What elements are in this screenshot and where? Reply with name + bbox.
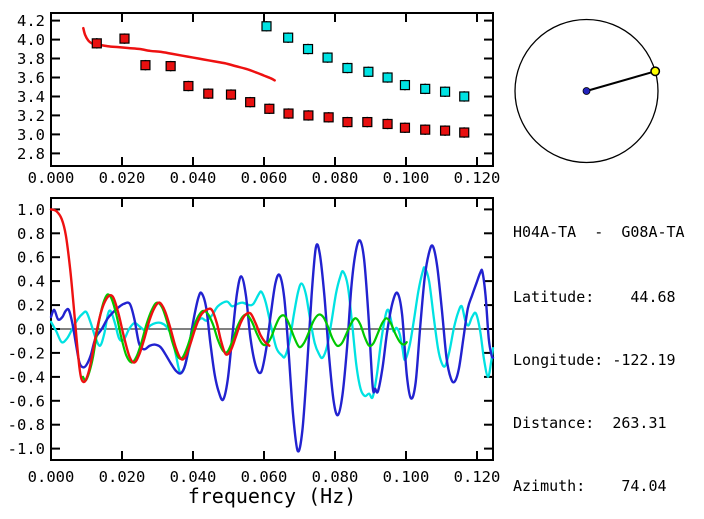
x-tick-label: 0.040 [170,169,217,187]
azimuth-diagram [514,18,661,164]
y-tick-label: -1.0 [8,440,45,458]
station-info-longitude: Longitude: -122.19 [513,351,676,369]
velocity-point[interactable] [283,32,294,43]
velocity-point[interactable] [420,83,431,94]
x-tick-label: 0.060 [241,169,288,187]
station-info: H04A-TA - G08A-TA Latitude: 44.68 Longit… [513,180,685,519]
velocity-point[interactable] [91,38,102,49]
velocity-point[interactable] [140,60,151,71]
velocity-point[interactable] [302,43,314,55]
x-tick-label: 0.120 [454,468,501,486]
velocity-point[interactable] [342,62,353,74]
cyan-trace [49,266,495,400]
velocity-point[interactable] [264,103,275,114]
x-tick-label: 0.100 [383,468,430,486]
y-tick-label: 0.8 [17,225,45,243]
y-tick-label: 0.6 [17,249,45,267]
velocity-point[interactable] [382,118,393,130]
azimuth-circle [514,18,659,164]
station-pair-title: H04A-TA - G08A-TA [513,223,685,241]
velocity-point[interactable] [399,122,411,133]
station-info-latitude: Latitude: 44.68 [513,288,676,306]
velocity-point[interactable] [225,89,237,100]
station-center-marker [582,87,591,95]
velocity-point[interactable] [382,72,393,83]
y-tick-label: -0.2 [8,344,45,362]
y-tick-label: 3.2 [17,107,45,125]
y-tick-label: 2.8 [17,145,45,163]
x-tick-label: 0.080 [312,468,359,486]
x-axis-title: frequency (Hz) [188,484,357,508]
x-tick-label: 0.060 [241,468,288,486]
velocity-point[interactable] [165,61,176,72]
velocity-point[interactable] [203,88,214,99]
velocity-point[interactable] [322,52,333,63]
red-trace [49,208,271,384]
y-tick-label: 1.0 [17,201,45,219]
y-tick-label: 4.2 [17,12,45,30]
dispersion-plot: 0.000 0.020 0.040 0.060 0.080 0.100 0.120 4.24.… [17,12,500,187]
y-tick-label: -0.8 [8,416,45,434]
velocity-point[interactable] [323,112,334,123]
blue-trace [49,239,495,453]
velocity-point[interactable] [283,108,294,119]
station-info-azimuth: Azimuth: 74.04 [513,477,667,495]
station-info-distance: Distance: 263.31 [513,414,667,432]
x-tick-label: 0.080 [312,169,359,187]
velocity-point[interactable] [245,97,256,108]
velocity-point[interactable] [399,79,411,91]
x-tick-label: 0.020 [99,468,146,486]
y-tick-label: 3.0 [17,126,45,144]
x-tick-label: 0.120 [454,169,501,187]
velocity-point[interactable] [439,86,451,97]
x-tick-label: 0.040 [170,468,217,486]
y-tick-label: 3.8 [17,50,45,68]
velocity-point[interactable] [363,66,374,77]
red-velocity-points [91,33,470,138]
y-tick-label: -0.4 [8,368,45,386]
y-tick-label: -0.6 [8,392,45,410]
velocity-point[interactable] [342,116,353,128]
velocity-point[interactable] [459,127,470,138]
model-dispersion-curve [82,26,276,82]
azimuth-line [586,70,656,92]
x-tick-label: 0.000 [28,169,75,187]
velocity-point[interactable] [303,110,314,121]
velocity-point[interactable] [439,125,451,136]
y-tick-label: 0.2 [17,297,45,315]
y-tick-label: 0.4 [17,273,45,291]
velocity-point[interactable] [362,116,373,128]
y-tick-label: 0.0 [17,321,45,339]
y-tick-label: 3.6 [17,69,45,87]
y-tick-label: 4.0 [17,31,45,49]
velocity-point[interactable] [420,124,431,135]
cyan-velocity-points [261,21,470,102]
velocity-point[interactable] [183,80,194,92]
x-tick-label: 0.020 [99,169,146,187]
x-tick-label: 0.100 [383,169,430,187]
velocity-point[interactable] [261,21,272,32]
velocity-point[interactable] [459,91,470,102]
waveforms-plot: 0.000 0.020 0.040 0.060 0.080 0.100 0.120 1.0 0.… [8,197,501,508]
y-tick-label: 3.4 [17,88,45,106]
velocity-point[interactable] [119,33,130,44]
station-azimuth-marker [650,66,661,77]
dispersion-frame [50,12,494,167]
x-tick-label: 0.000 [28,468,75,486]
